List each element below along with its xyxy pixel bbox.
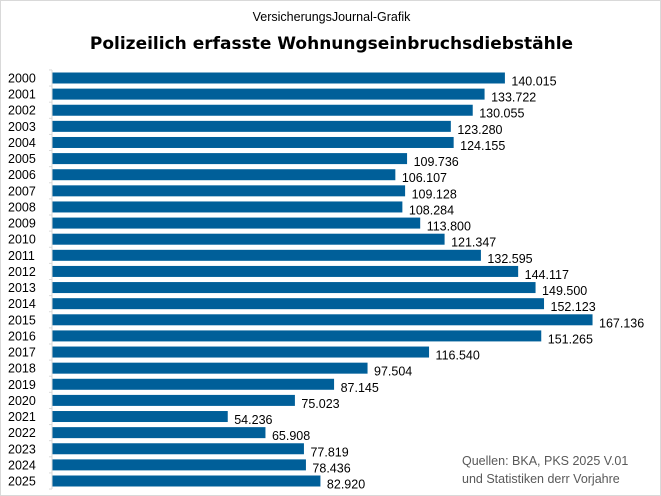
bar-2015: [52, 314, 593, 326]
bar-2024: [52, 459, 306, 471]
category-label-2000: 2000: [8, 72, 36, 86]
bar-2025: [52, 475, 321, 487]
bar-2012: [52, 265, 519, 277]
category-label-2010: 2010: [8, 233, 36, 247]
bar-2013: [52, 282, 536, 294]
category-label-2009: 2009: [8, 217, 36, 231]
bar-2022: [52, 427, 266, 439]
bar-2023: [52, 443, 304, 455]
data-label-2021: 54.236: [234, 413, 272, 427]
category-label-2008: 2008: [8, 200, 36, 214]
bar-2008: [52, 201, 403, 213]
data-label-2006: 106.107: [402, 171, 447, 185]
category-label-2014: 2014: [8, 297, 36, 311]
category-label-2016: 2016: [8, 329, 36, 343]
data-label-2009: 113.800: [427, 220, 471, 234]
data-label-2019: 87.145: [341, 381, 379, 395]
data-label-2015: 167.136: [599, 316, 644, 330]
bar-2021: [52, 411, 228, 423]
category-label-2020: 2020: [8, 394, 36, 408]
bar-2019: [52, 378, 335, 390]
data-label-2022: 65.908: [272, 429, 310, 443]
category-label-2007: 2007: [8, 184, 36, 198]
data-label-2014: 152.123: [551, 300, 596, 314]
data-label-2020: 75.023: [301, 397, 339, 411]
chart-title: Polizeilich erfasste Wohnungseinbruchsdi…: [89, 34, 574, 54]
bar-2009: [52, 217, 421, 229]
data-label-2003: 123.280: [457, 123, 502, 137]
bar-2020: [52, 394, 295, 406]
bar-2002: [52, 104, 473, 116]
category-label-2012: 2012: [8, 265, 36, 279]
bar-2003: [52, 120, 451, 132]
data-label-2008: 108.284: [409, 203, 454, 217]
bar-2014: [52, 298, 545, 310]
data-label-2024: 78.436: [312, 461, 350, 475]
category-label-2023: 2023: [8, 442, 36, 456]
source-line-1: Quellen: BKA, PKS 2025 V.01: [462, 454, 629, 468]
category-label-2025: 2025: [8, 475, 36, 489]
bar-2006: [52, 169, 396, 181]
category-label-2017: 2017: [8, 346, 36, 360]
category-label-2002: 2002: [8, 104, 36, 118]
source-note: Quellen: BKA, PKS 2025 V.01 und Statisti…: [462, 452, 628, 488]
data-label-2000: 140.015: [511, 75, 556, 89]
category-label-2011: 2011: [8, 249, 35, 263]
data-label-2002: 130.055: [479, 107, 524, 121]
data-label-2011: 132.595: [487, 252, 532, 266]
data-label-2018: 97.504: [374, 365, 412, 379]
data-label-2005: 109.736: [414, 155, 459, 169]
data-label-2025: 82.920: [327, 478, 365, 492]
category-label-2003: 2003: [8, 120, 36, 134]
chart-subtitle: VersicherungsJournal-Grafik: [252, 10, 411, 24]
bar-2018: [52, 362, 368, 374]
bar-2011: [52, 249, 481, 261]
category-label-2004: 2004: [8, 136, 36, 150]
bar-2007: [52, 185, 406, 197]
bar-2004: [52, 136, 454, 148]
category-label-2021: 2021: [8, 410, 36, 424]
category-label-2006: 2006: [8, 168, 36, 182]
data-label-2007: 109.128: [412, 187, 457, 201]
data-label-2016: 151.265: [548, 332, 593, 346]
data-label-2004: 124.155: [460, 139, 505, 153]
data-label-2017: 116.540: [436, 349, 480, 363]
category-label-2005: 2005: [8, 152, 36, 166]
bar-2000: [52, 72, 505, 84]
category-label-2013: 2013: [8, 281, 36, 295]
data-label-2013: 149.500: [542, 284, 587, 298]
data-label-2023: 77.819: [310, 445, 348, 459]
bar-2005: [52, 153, 408, 165]
bar-2001: [52, 88, 485, 100]
category-label-2024: 2024: [8, 458, 36, 472]
category-label-2001: 2001: [8, 88, 36, 102]
data-label-2012: 144.117: [525, 268, 569, 282]
bar-2016: [52, 330, 542, 342]
source-line-2: und Statistiken derr Vorjahre: [462, 472, 620, 486]
bar-2017: [52, 346, 430, 358]
data-label-2010: 121.347: [451, 236, 496, 250]
category-label-2019: 2019: [8, 378, 36, 392]
bar-2010: [52, 233, 445, 245]
data-label-2001: 133.722: [491, 91, 536, 105]
category-label-2022: 2022: [8, 426, 36, 440]
category-label-2018: 2018: [8, 362, 36, 376]
category-label-2015: 2015: [8, 313, 36, 327]
